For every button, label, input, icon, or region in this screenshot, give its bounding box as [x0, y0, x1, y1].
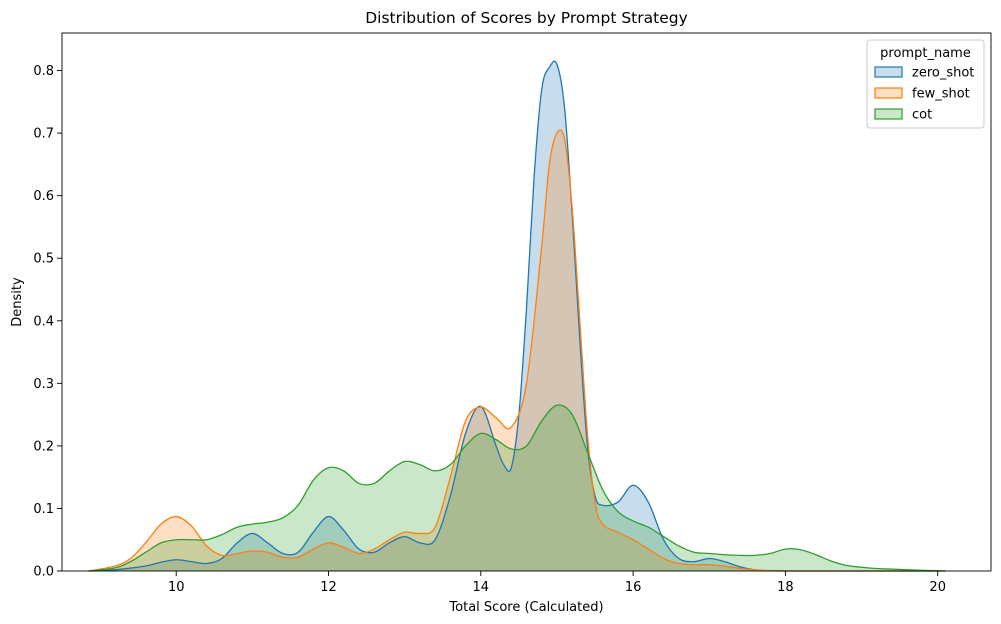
area-few-shot — [88, 129, 946, 572]
legend-swatch-zero-shot — [874, 66, 903, 78]
x-tick-label: 10 — [168, 580, 185, 595]
x-tick-label: 20 — [929, 580, 946, 595]
area-zero-shot — [88, 61, 946, 571]
y-tick-label: 0.6 — [33, 189, 54, 204]
line-cot — [88, 404, 946, 572]
line-zero-shot — [88, 60, 946, 572]
y-tick-label: 0.5 — [33, 252, 54, 267]
legend-label-few-shot: few_shot — [912, 87, 970, 102]
series-layer — [88, 60, 946, 572]
y-tick-label: 0.3 — [33, 377, 54, 392]
legend-box — [866, 39, 985, 129]
y-tick-label: 0.1 — [33, 502, 54, 517]
legend-label-zero-shot: zero_shot — [912, 66, 974, 81]
legend-label-cot: cot — [912, 108, 932, 123]
legend-swatch-few-shot — [874, 87, 903, 99]
y-tick-label: 0.7 — [33, 127, 54, 142]
y-tick-label: 0.4 — [33, 314, 54, 329]
y-tick-label: 0.8 — [33, 64, 54, 79]
area-cot — [88, 405, 946, 571]
x-axis-label: Total Score (Calculated) — [448, 600, 603, 615]
x-tick-label: 16 — [625, 580, 642, 595]
y-tick-label: 0.0 — [33, 565, 54, 580]
x-tick-label: 12 — [320, 580, 337, 595]
x-tick-label: 14 — [473, 580, 490, 595]
legend-title: prompt_name — [880, 46, 971, 61]
chart-title: Distribution of Scores by Prompt Strateg… — [365, 9, 688, 27]
x-tick-label: 18 — [777, 580, 794, 595]
axes-layer: 10 12 14 16 18 20 0.0 0.1 0.2 0.3 0.4 0.5 0.6 0.7 0.8 — [33, 32, 992, 595]
legend-swatch-cot — [874, 108, 903, 120]
y-axis-label: Density — [10, 277, 25, 327]
plot-frame — [61, 32, 992, 572]
y-tick-label: 0.2 — [33, 439, 54, 454]
line-few-shot — [88, 129, 946, 572]
